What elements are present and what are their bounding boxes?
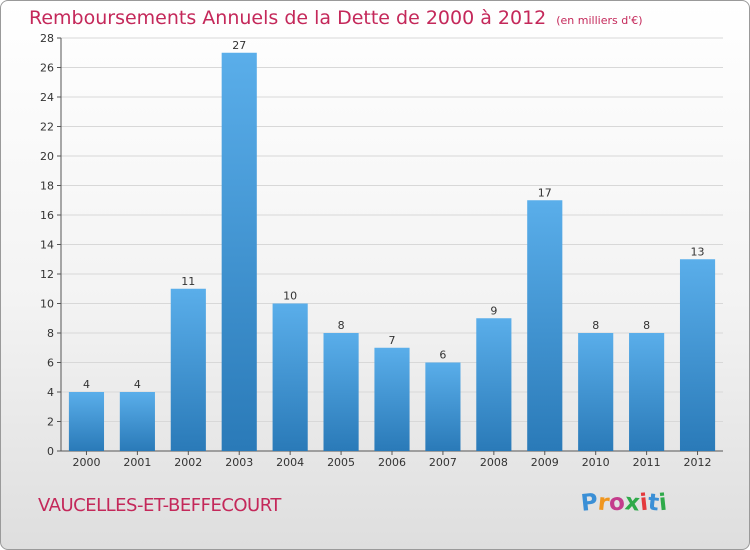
y-tick-label: 26: [40, 62, 54, 75]
x-tick-label: 2010: [582, 456, 610, 469]
x-tick-label: 2002: [174, 456, 202, 469]
bar: [578, 333, 614, 451]
chart-title: Remboursements Annuels de la Dette de 20…: [29, 7, 643, 29]
x-tick-label: 2000: [72, 456, 100, 469]
data-label: 13: [691, 245, 705, 258]
y-tick-label: 12: [40, 268, 54, 281]
data-label: 9: [490, 304, 497, 317]
x-tick-label: 2005: [327, 456, 355, 469]
y-tick-label: 22: [40, 121, 54, 134]
data-label: 8: [592, 319, 599, 332]
x-tick-label: 2011: [633, 456, 661, 469]
bars: [68, 52, 716, 451]
bar: [425, 362, 461, 451]
y-tick-label: 6: [47, 357, 54, 370]
data-label: 11: [181, 275, 195, 288]
y-tick-label: 28: [40, 32, 54, 45]
proxiti-logo: Proxiti: [580, 489, 668, 517]
data-label: 8: [338, 319, 345, 332]
bar: [476, 318, 512, 451]
data-label: 8: [643, 319, 650, 332]
data-label: 10: [283, 290, 297, 303]
data-label: 27: [232, 39, 246, 52]
y-tick-label: 10: [40, 298, 54, 311]
data-label: 4: [134, 378, 141, 391]
x-tick-label: 2001: [123, 456, 151, 469]
y-tick-label: 0: [47, 445, 54, 458]
labels: 0246810121416182022242628200042001420021…: [40, 32, 712, 469]
data-label: 4: [83, 378, 90, 391]
bar: [119, 392, 155, 451]
bar: [323, 333, 359, 451]
x-tick-label: 2003: [225, 456, 253, 469]
y-tick-label: 4: [47, 386, 54, 399]
x-tick-label: 2008: [480, 456, 508, 469]
bar: [68, 392, 105, 451]
y-tick-label: 24: [40, 91, 54, 104]
data-label: 7: [389, 334, 396, 347]
y-tick-label: 2: [47, 416, 54, 429]
x-tick-label: 2007: [429, 456, 457, 469]
data-label: 6: [439, 349, 446, 362]
y-tick-label: 20: [40, 150, 54, 163]
chart-title-main: Remboursements Annuels de la Dette de 20…: [29, 7, 547, 29]
y-tick-label: 14: [40, 239, 54, 252]
logo-letter: i: [657, 489, 668, 517]
chart-unit-label: (en milliers d'€): [556, 14, 643, 27]
data-label: 17: [538, 186, 552, 199]
bar: [170, 288, 206, 451]
y-tick-label: 8: [47, 327, 54, 340]
commune-name: VAUCELLES-ET-BEFFECOURT: [38, 495, 281, 516]
x-tick-label: 2004: [276, 456, 304, 469]
bar: [527, 200, 563, 451]
bar: [374, 347, 410, 451]
y-tick-label: 18: [40, 180, 54, 193]
x-tick-label: 2009: [531, 456, 559, 469]
bar: [679, 259, 716, 451]
x-tick-label: 2006: [378, 456, 406, 469]
bar: [272, 303, 308, 451]
x-tick-label: 2012: [684, 456, 712, 469]
bar: [629, 333, 665, 451]
bar: [221, 52, 257, 451]
y-tick-label: 16: [40, 209, 54, 222]
